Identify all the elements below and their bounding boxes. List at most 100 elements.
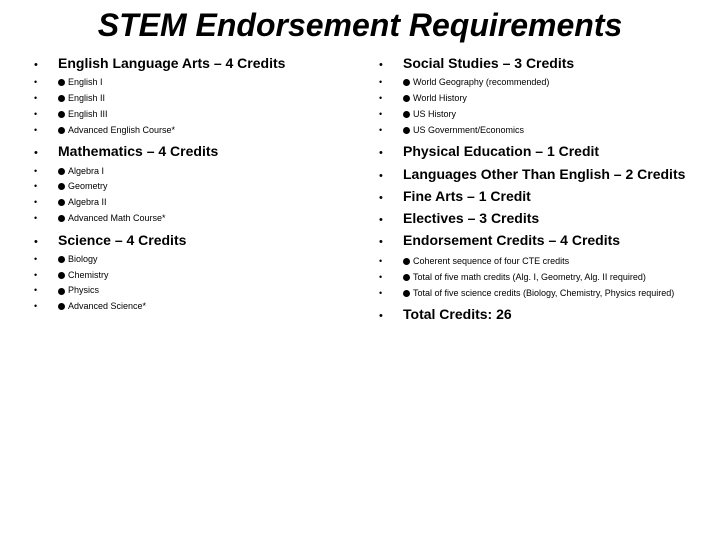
- list-item: •English I: [30, 77, 345, 88]
- bullet-icon: •: [375, 214, 403, 226]
- number-marker-icon: [58, 288, 65, 295]
- left-column: •English Language Arts – 4 Credits•Engli…: [30, 55, 345, 328]
- list-item: •Algebra II: [30, 197, 345, 208]
- number-marker-icon: [403, 258, 410, 265]
- bullet-icon: •: [30, 181, 58, 191]
- bullet-icon: •: [30, 147, 58, 159]
- item-text: Advanced Math Course*: [58, 213, 345, 224]
- section-heading: •Total Credits: 26: [375, 306, 690, 322]
- bullet-icon: •: [375, 147, 403, 159]
- section-heading: •Fine Arts – 1 Credit: [375, 188, 690, 204]
- number-marker-icon: [403, 274, 410, 281]
- list-item: •Total of five science credits (Biology,…: [375, 288, 690, 299]
- number-marker-icon: [58, 127, 65, 134]
- section-heading: •Physical Education – 1 Credit: [375, 143, 690, 159]
- list-item: •Physics: [30, 285, 345, 296]
- bullet-icon: •: [30, 59, 58, 71]
- section-heading: •Science – 4 Credits: [30, 232, 345, 248]
- list-item: •Coherent sequence of four CTE credits: [375, 256, 690, 267]
- section-heading: •Endorsement Credits – 4 Credits: [375, 232, 690, 248]
- content-columns: •English Language Arts – 4 Credits•Engli…: [30, 55, 690, 328]
- item-text: Total Credits: 26: [403, 306, 690, 322]
- item-text: Advanced Science*: [58, 301, 345, 312]
- bullet-icon: •: [30, 77, 58, 87]
- number-marker-icon: [58, 95, 65, 102]
- bullet-icon: •: [375, 125, 403, 135]
- item-text: Physical Education – 1 Credit: [403, 143, 690, 159]
- item-text: US History: [403, 109, 690, 120]
- bullet-icon: •: [375, 256, 403, 266]
- item-text: Endorsement Credits – 4 Credits: [403, 232, 690, 248]
- section-heading: •English Language Arts – 4 Credits: [30, 55, 345, 71]
- bullet-icon: •: [30, 93, 58, 103]
- number-marker-icon: [58, 215, 65, 222]
- number-marker-icon: [58, 79, 65, 86]
- list-item: •US History: [375, 109, 690, 120]
- number-marker-icon: [403, 79, 410, 86]
- item-text: English I: [58, 77, 345, 88]
- item-text: Algebra II: [58, 197, 345, 208]
- item-text: Social Studies – 3 Credits: [403, 55, 690, 71]
- section-heading: •Mathematics – 4 Credits: [30, 143, 345, 159]
- item-text: Languages Other Than English – 2 Credits: [403, 166, 690, 182]
- list-item: •Advanced Math Course*: [30, 213, 345, 224]
- item-text: Fine Arts – 1 Credit: [403, 188, 690, 204]
- item-text: Total of five science credits (Biology, …: [403, 288, 690, 299]
- list-item: •Algebra I: [30, 166, 345, 177]
- number-marker-icon: [58, 256, 65, 263]
- list-item: •Biology: [30, 254, 345, 265]
- item-text: English III: [58, 109, 345, 120]
- bullet-icon: •: [375, 170, 403, 182]
- bullet-icon: •: [30, 109, 58, 119]
- bullet-icon: •: [375, 288, 403, 298]
- number-marker-icon: [58, 111, 65, 118]
- item-text: Geometry: [58, 181, 345, 192]
- list-item: •World History: [375, 93, 690, 104]
- number-marker-icon: [58, 168, 65, 175]
- bullet-icon: •: [30, 213, 58, 223]
- number-marker-icon: [58, 272, 65, 279]
- list-item: •World Geography (recommended): [375, 77, 690, 88]
- item-text: Total of five math credits (Alg. I, Geom…: [403, 272, 690, 283]
- number-marker-icon: [403, 127, 410, 134]
- list-item: •US Government/Economics: [375, 125, 690, 136]
- item-text: Coherent sequence of four CTE credits: [403, 256, 690, 267]
- list-item: •Total of five math credits (Alg. I, Geo…: [375, 272, 690, 283]
- bullet-icon: •: [30, 125, 58, 135]
- bullet-icon: •: [375, 272, 403, 282]
- bullet-icon: •: [375, 236, 403, 248]
- item-text: Chemistry: [58, 270, 345, 281]
- item-text: Advanced English Course*: [58, 125, 345, 136]
- bullet-icon: •: [30, 301, 58, 311]
- bullet-icon: •: [30, 236, 58, 248]
- bullet-icon: •: [30, 197, 58, 207]
- item-text: Mathematics – 4 Credits: [58, 143, 345, 159]
- item-text: World History: [403, 93, 690, 104]
- bullet-icon: •: [375, 109, 403, 119]
- list-item: •English III: [30, 109, 345, 120]
- item-text: Physics: [58, 285, 345, 296]
- number-marker-icon: [403, 111, 410, 118]
- list-item: •Advanced English Course*: [30, 125, 345, 136]
- item-text: Biology: [58, 254, 345, 265]
- item-text: US Government/Economics: [403, 125, 690, 136]
- bullet-icon: •: [30, 254, 58, 264]
- bullet-icon: •: [375, 192, 403, 204]
- bullet-icon: •: [375, 59, 403, 71]
- item-text: Electives – 3 Credits: [403, 210, 690, 226]
- list-item: •English II: [30, 93, 345, 104]
- bullet-icon: •: [30, 270, 58, 280]
- bullet-icon: •: [375, 310, 403, 322]
- number-marker-icon: [403, 95, 410, 102]
- number-marker-icon: [58, 183, 65, 190]
- section-heading: •Social Studies – 3 Credits: [375, 55, 690, 71]
- bullet-icon: •: [375, 77, 403, 87]
- bullet-icon: •: [30, 285, 58, 295]
- list-item: •Advanced Science*: [30, 301, 345, 312]
- bullet-icon: •: [375, 93, 403, 103]
- item-text: English II: [58, 93, 345, 104]
- list-item: •Geometry: [30, 181, 345, 192]
- section-heading: •Languages Other Than English – 2 Credit…: [375, 166, 690, 182]
- section-heading: •Electives – 3 Credits: [375, 210, 690, 226]
- item-text: World Geography (recommended): [403, 77, 690, 88]
